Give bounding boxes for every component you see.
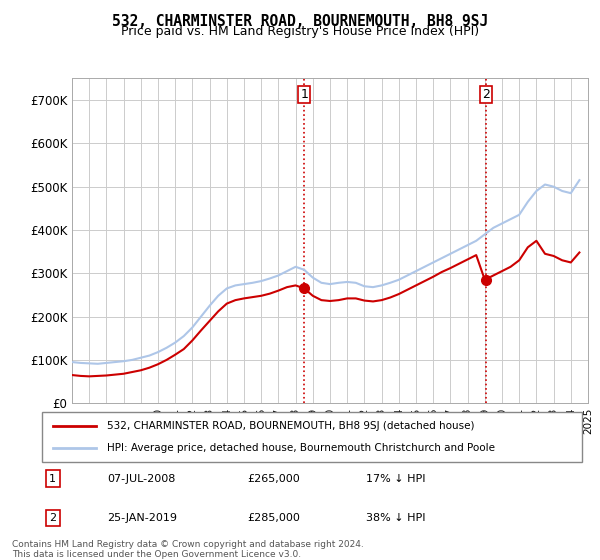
Text: Contains HM Land Registry data © Crown copyright and database right 2024.
This d: Contains HM Land Registry data © Crown c… — [12, 540, 364, 559]
Text: Price paid vs. HM Land Registry's House Price Index (HPI): Price paid vs. HM Land Registry's House … — [121, 25, 479, 38]
Text: 07-JUL-2008: 07-JUL-2008 — [107, 474, 175, 484]
Text: 1: 1 — [49, 474, 56, 484]
Text: 38% ↓ HPI: 38% ↓ HPI — [366, 513, 425, 523]
Text: 2: 2 — [49, 513, 56, 523]
FancyBboxPatch shape — [42, 412, 582, 462]
Text: HPI: Average price, detached house, Bournemouth Christchurch and Poole: HPI: Average price, detached house, Bour… — [107, 443, 495, 453]
Text: 1: 1 — [300, 88, 308, 101]
Text: 532, CHARMINSTER ROAD, BOURNEMOUTH, BH8 9SJ (detached house): 532, CHARMINSTER ROAD, BOURNEMOUTH, BH8 … — [107, 421, 475, 431]
Text: £265,000: £265,000 — [247, 474, 300, 484]
Text: £285,000: £285,000 — [247, 513, 300, 523]
Text: 2: 2 — [482, 88, 490, 101]
Text: 17% ↓ HPI: 17% ↓ HPI — [366, 474, 425, 484]
Text: 25-JAN-2019: 25-JAN-2019 — [107, 513, 177, 523]
Text: 532, CHARMINSTER ROAD, BOURNEMOUTH, BH8 9SJ: 532, CHARMINSTER ROAD, BOURNEMOUTH, BH8 … — [112, 14, 488, 29]
